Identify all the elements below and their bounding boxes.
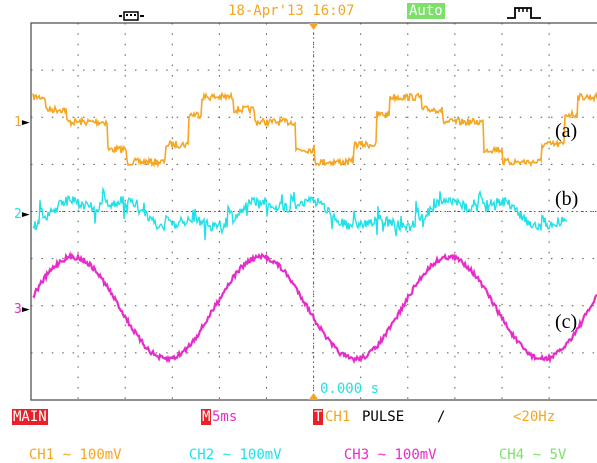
trigger-source[interactable]: CH1 [325, 409, 351, 425]
trace-label-c: (c) [555, 311, 578, 333]
trace-label-b: (b) [555, 188, 579, 210]
ch2-setting[interactable]: CH2 ~ 100mV [188, 447, 282, 463]
trace-label-a: (a) [555, 120, 578, 142]
trigger-type[interactable]: PULSE [362, 409, 405, 425]
ch1-waveform-a [32, 91, 597, 169]
frequency-readout: <20Hz [513, 409, 556, 425]
ch2-level-marker[interactable]: 2► [14, 207, 30, 222]
ch4-setting[interactable]: CH4 ~ 5V [498, 447, 567, 463]
pulse-trigger-icon [506, 5, 542, 19]
ch2-waveform-b [32, 186, 568, 241]
ch1-setting[interactable]: CH1 ~ 100mV [28, 447, 122, 463]
timebase-value[interactable]: 5ms [212, 409, 238, 425]
trigger-marker: T [313, 409, 324, 425]
main-timebase-badge[interactable]: MAIN [12, 409, 48, 425]
trigger-edge[interactable]: / [437, 409, 446, 425]
ch1-level-marker[interactable]: 1► [14, 115, 30, 130]
ch3-setting[interactable]: CH3 ~ 100mV [343, 447, 437, 463]
usb-icon [118, 6, 146, 21]
trigger-position-top-marker [308, 23, 319, 30]
trigger-position-bottom-marker [308, 393, 319, 400]
ch3-waveform-c [32, 251, 597, 365]
timebase-marker: M [201, 409, 212, 425]
trigger-mode-badge[interactable]: Auto [407, 3, 445, 19]
trigger-time-readout: 0.000 s [320, 381, 380, 397]
oscilloscope-display [30, 22, 597, 401]
datetime: 18-Apr'13 16:07 [228, 3, 355, 19]
ch3-level-marker[interactable]: 3► [14, 302, 30, 317]
